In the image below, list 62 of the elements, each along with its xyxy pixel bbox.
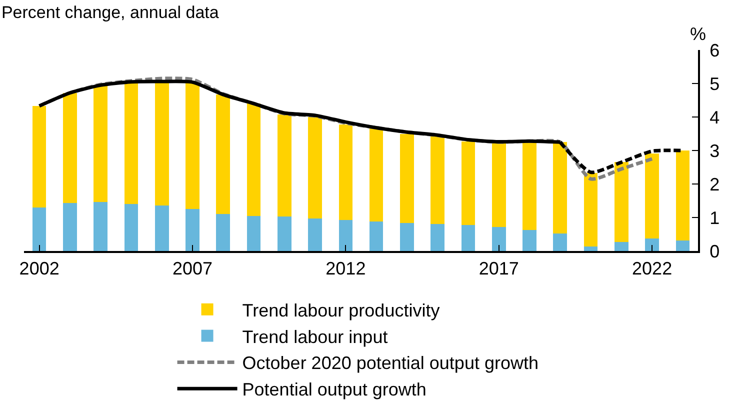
bar bbox=[522, 142, 536, 230]
x-tick-label: 2017 bbox=[478, 258, 519, 279]
x-tick-label: 2022 bbox=[632, 258, 672, 279]
bar bbox=[369, 222, 384, 251]
bar bbox=[278, 216, 292, 251]
bar bbox=[246, 216, 261, 251]
bar bbox=[614, 242, 628, 251]
bar bbox=[461, 141, 476, 226]
legend-label: Potential output growth bbox=[242, 380, 426, 400]
bar bbox=[430, 136, 444, 224]
y-axis-title: % bbox=[690, 24, 706, 44]
legend-label: Trend labour productivity bbox=[242, 300, 440, 320]
bar bbox=[522, 230, 536, 251]
bar bbox=[124, 82, 138, 204]
bar bbox=[645, 154, 659, 239]
bar bbox=[338, 124, 353, 220]
y-tick-label: 5 bbox=[710, 74, 720, 94]
bar bbox=[492, 227, 506, 251]
bar bbox=[308, 218, 322, 251]
y-tick-label: 2 bbox=[710, 174, 720, 194]
bar bbox=[216, 214, 230, 251]
x-tick-label: 2012 bbox=[326, 258, 366, 279]
bar bbox=[461, 225, 476, 251]
legend-label: October 2020 potential output growth bbox=[242, 353, 538, 374]
bar bbox=[369, 128, 384, 222]
chart-subtitle: Percent change, annual data bbox=[1, 3, 220, 22]
bar bbox=[154, 205, 169, 251]
bar bbox=[32, 106, 46, 208]
bar bbox=[94, 202, 108, 251]
bar bbox=[430, 224, 444, 251]
bar bbox=[645, 238, 659, 251]
bar bbox=[400, 134, 414, 223]
bar bbox=[63, 202, 77, 251]
bar bbox=[614, 162, 628, 242]
x-tick-label: 2007 bbox=[172, 258, 213, 279]
bar bbox=[492, 143, 506, 228]
y-tick-label: 0 bbox=[710, 241, 720, 262]
bar bbox=[124, 204, 138, 251]
bar bbox=[246, 104, 261, 216]
bar bbox=[553, 142, 568, 234]
bar bbox=[584, 172, 598, 247]
bar bbox=[186, 209, 200, 251]
bar bbox=[216, 94, 230, 214]
y-tick-label: 6 bbox=[710, 40, 720, 60]
bar bbox=[278, 114, 292, 216]
bar bbox=[154, 81, 169, 206]
y-tick-label: 1 bbox=[710, 208, 720, 228]
bar bbox=[186, 82, 200, 210]
bar bbox=[308, 117, 322, 219]
bar bbox=[553, 234, 568, 251]
bar bbox=[676, 240, 690, 251]
y-tick-label: 3 bbox=[710, 140, 720, 161]
bar bbox=[94, 85, 108, 202]
bar bbox=[338, 220, 353, 251]
bar bbox=[63, 92, 77, 203]
y-tick-label: 4 bbox=[710, 107, 720, 128]
bar bbox=[676, 150, 690, 241]
x-tick-label: 2002 bbox=[19, 258, 60, 279]
bar bbox=[32, 207, 46, 251]
legend-label: Trend labour input bbox=[242, 326, 388, 347]
bar bbox=[584, 246, 598, 251]
bar bbox=[400, 222, 414, 251]
